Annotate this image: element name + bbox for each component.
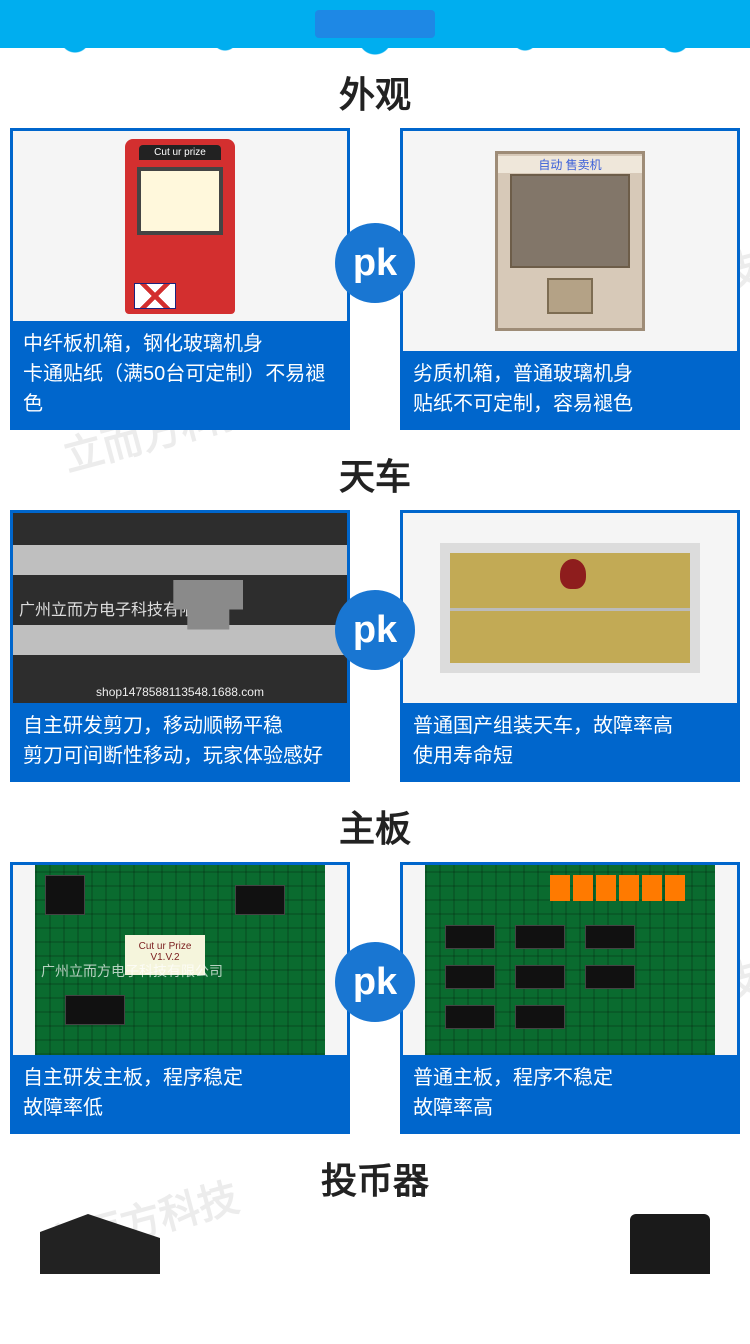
coin-acceptor-bad xyxy=(630,1214,710,1274)
ribbon-decor xyxy=(315,10,435,38)
shop-overlay: shop1478588113548.1688.com xyxy=(96,685,264,699)
section-appearance: 外观 中纤板机箱，钢化玻璃机身卡通贴纸（满50台可定制）不易褪色 pk 劣质机箱… xyxy=(0,48,750,430)
product-image-bad-pcb xyxy=(403,865,737,1055)
card-left: Cut ur PrizeV1.V.2 广州立而方电子科技有限公司 自主研发主板，… xyxy=(10,862,350,1134)
product-image-good-appearance xyxy=(13,131,347,321)
pk-badge: pk xyxy=(335,942,415,1022)
compare-row: 中纤板机箱，钢化玻璃机身卡通贴纸（满50台可定制）不易褪色 pk 劣质机箱，普通… xyxy=(0,128,750,430)
claw-machine-graphic xyxy=(125,139,235,314)
caption-right: 普通主板，程序不稳定故障率高 xyxy=(403,1055,737,1131)
pcb-graphic: Cut ur PrizeV1.V.2 广州立而方电子科技有限公司 xyxy=(35,865,325,1055)
company-overlay: 广州立而方电子科技有限公司 xyxy=(19,596,227,620)
product-image-bad-appearance xyxy=(403,131,737,351)
section-mainboard: 主板 Cut ur PrizeV1.V.2 广州立而方电子科技有限公司 自主研发… xyxy=(0,782,750,1134)
company-overlay: 广州立而方电子科技有限公司 xyxy=(41,961,223,981)
coin-acceptor-good xyxy=(40,1214,160,1274)
compare-row-partial xyxy=(0,1214,750,1274)
card-left: 广州立而方电子科技有限公司 shop1478588113548.1688.com… xyxy=(10,510,350,782)
card-right: 普通主板，程序不稳定故障率高 xyxy=(400,862,740,1134)
rail2-graphic xyxy=(440,543,700,673)
pk-badge: pk xyxy=(335,223,415,303)
card-right: 劣质机箱，普通玻璃机身贴纸不可定制，容易褪色 xyxy=(400,128,740,430)
section-coin: 投币器 xyxy=(0,1134,750,1274)
card-left: 中纤板机箱，钢化玻璃机身卡通贴纸（满50台可定制）不易褪色 xyxy=(10,128,350,430)
top-wave-banner xyxy=(0,0,750,48)
caption-left: 自主研发剪刀，移动顺畅平稳剪刀可间断性移动，玩家体验感好 xyxy=(13,703,347,779)
caption-left: 中纤板机箱，钢化玻璃机身卡通贴纸（满50台可定制）不易褪色 xyxy=(13,321,347,427)
product-image-bad-gantry xyxy=(403,513,737,703)
caption-right: 普通国产组装天车，故障率高使用寿命短 xyxy=(403,703,737,779)
old-machine-graphic xyxy=(495,151,645,331)
product-image-good-gantry: 广州立而方电子科技有限公司 shop1478588113548.1688.com xyxy=(13,513,347,703)
section-title: 投币器 xyxy=(0,1134,750,1214)
pcb-graphic xyxy=(425,865,715,1055)
section-gantry: 天车 广州立而方电子科技有限公司 shop1478588113548.1688.… xyxy=(0,430,750,782)
section-title: 外观 xyxy=(0,48,750,128)
caption-left: 自主研发主板，程序稳定故障率低 xyxy=(13,1055,347,1131)
compare-row: Cut ur PrizeV1.V.2 广州立而方电子科技有限公司 自主研发主板，… xyxy=(0,862,750,1134)
section-title: 主板 xyxy=(0,782,750,862)
product-image-good-pcb: Cut ur PrizeV1.V.2 广州立而方电子科技有限公司 xyxy=(13,865,347,1055)
pk-badge: pk xyxy=(335,590,415,670)
compare-row: 广州立而方电子科技有限公司 shop1478588113548.1688.com… xyxy=(0,510,750,782)
card-right: 普通国产组装天车，故障率高使用寿命短 xyxy=(400,510,740,782)
relay-row xyxy=(550,875,685,901)
section-title: 天车 xyxy=(0,430,750,510)
caption-right: 劣质机箱，普通玻璃机身贴纸不可定制，容易褪色 xyxy=(403,351,737,427)
rail-graphic: 广州立而方电子科技有限公司 shop1478588113548.1688.com xyxy=(13,513,347,703)
